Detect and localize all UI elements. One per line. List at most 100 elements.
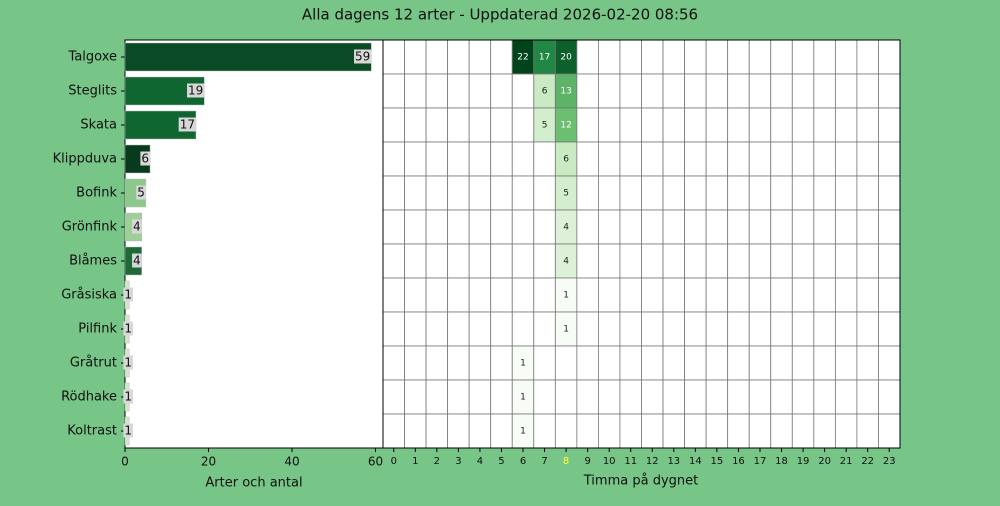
grid-cell: [813, 345, 836, 381]
grid-cell: [662, 277, 685, 313]
x-tick-label: 7: [541, 456, 547, 467]
grid-cell: [576, 379, 599, 415]
value-label: 1: [124, 356, 132, 370]
grid-cell: [770, 107, 793, 143]
grid-cell: [705, 379, 729, 415]
grid-cell: [813, 277, 836, 313]
grid-cell: [425, 345, 449, 381]
value-label: 1: [124, 390, 132, 404]
grid-cell: [576, 141, 599, 177]
y-tick-label: Grönfink: [62, 220, 118, 235]
grid-cell: [813, 209, 836, 245]
grid-cell: [404, 141, 427, 177]
grid-cell: [791, 277, 815, 313]
grid-cell: [684, 107, 707, 143]
grid-cell: [684, 345, 707, 381]
grid-cell: [382, 175, 405, 211]
grid-cell: [490, 345, 513, 381]
grid-cell: [404, 73, 427, 109]
grid-cell: [878, 243, 901, 279]
grid-cell: [705, 107, 729, 143]
grid-cell: [404, 39, 427, 75]
x-axis-label: Arter och antal: [205, 476, 302, 491]
grid-cell: [447, 345, 470, 381]
grid-cell: [878, 379, 901, 415]
grid-cell: [856, 73, 879, 109]
grid-cell: [425, 39, 449, 75]
grid-cell: [598, 73, 621, 109]
value-label: 4: [133, 220, 141, 234]
grid-cell: [705, 141, 729, 177]
x-tick-label: 0: [121, 455, 129, 469]
grid-cell: [533, 311, 556, 347]
grid-cell: [834, 379, 858, 415]
grid-cell: [554, 345, 578, 381]
grid-cell: [533, 277, 556, 313]
value-label-bg: [123, 321, 133, 336]
grid-cell: [490, 209, 513, 245]
grid-cell: [598, 141, 621, 177]
grid-cell: [878, 311, 901, 347]
grid-cell: [447, 277, 470, 313]
grid-cell: [641, 39, 664, 75]
grid-cell: [662, 39, 685, 75]
grid-cell: [727, 73, 750, 109]
grid-cell: [834, 107, 858, 143]
grid-cell: [705, 413, 729, 449]
grid-cell: [727, 141, 750, 177]
grid-cell: [748, 413, 772, 449]
x-tick-label: 12: [646, 456, 659, 467]
grid-cell: [598, 345, 621, 381]
grid-cell: [727, 379, 750, 415]
y-tick-label: Bofink: [76, 186, 117, 201]
grid-cell: [834, 243, 858, 279]
grid-cell: [662, 209, 685, 245]
grid-cell: [404, 209, 427, 245]
grid-cell: [641, 413, 664, 449]
grid-cell: [533, 345, 556, 381]
grid-cell: [576, 209, 599, 245]
grid-cell: [684, 175, 707, 211]
grid-cell: [447, 413, 470, 449]
cell-label: 6: [563, 155, 569, 165]
grid-cell: [619, 107, 642, 143]
x-axis-label: Timma på dygnet: [583, 474, 698, 489]
grid-cell: [425, 209, 449, 245]
grid-cell: [770, 277, 793, 313]
grid-cell: [468, 39, 492, 75]
grid-cell: [533, 175, 556, 211]
grid-cell: [619, 243, 642, 279]
grid-cell: [404, 277, 427, 313]
x-tick-label: 20: [818, 456, 831, 467]
grid-cell: [834, 413, 858, 449]
grid-cell: [425, 379, 449, 415]
grid-cell: [705, 39, 729, 75]
grid-cell: [770, 39, 793, 75]
grid-cell: [576, 277, 599, 313]
grid-cell: [425, 141, 449, 177]
grid-cell: [511, 141, 535, 177]
grid-cell: [770, 209, 793, 245]
grid-cell: [447, 107, 470, 143]
x-tick-label: 3: [455, 456, 461, 467]
cell-label: 1: [520, 393, 526, 403]
grid-cell: [856, 277, 879, 313]
grid-cell: [705, 243, 729, 279]
value-label-bg: [354, 49, 372, 64]
y-tick-label: Steglits: [68, 84, 117, 99]
grid-cell: [748, 107, 772, 143]
grid-cell: [490, 107, 513, 143]
grid-cell: [382, 73, 405, 109]
grid-cell: [705, 277, 729, 313]
grid-cell: [533, 141, 556, 177]
grid-cell: [791, 175, 815, 211]
grid-cell: [878, 413, 901, 449]
grid-cell: [878, 107, 901, 143]
grid-cell: [705, 73, 729, 109]
grid-cell: [490, 413, 513, 449]
value-label: 1: [124, 322, 132, 336]
y-tick-label: Gråtrut: [70, 356, 117, 371]
grid-cell: [576, 243, 599, 279]
grid-cell: [684, 39, 707, 75]
grid-cell: [727, 277, 750, 313]
